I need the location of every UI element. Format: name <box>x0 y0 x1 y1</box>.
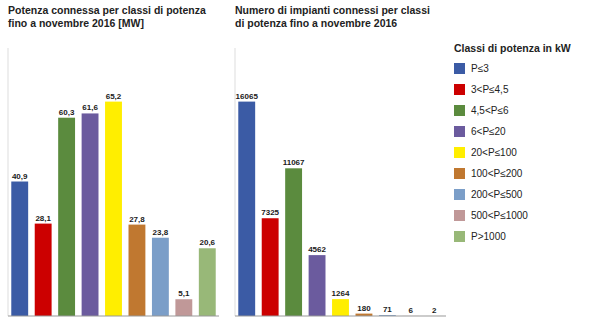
value-axis-line <box>8 48 9 316</box>
bar: 20<P≤100 <box>105 102 122 316</box>
chart-title-line: di potenza fino a novembre 2016 <box>235 17 397 29</box>
data-label: 61,6 <box>82 103 98 112</box>
data-label: 180 <box>357 304 371 313</box>
data-label: 2 <box>432 306 437 315</box>
chart-title: Numero di impianti connessi per classidi… <box>235 4 430 29</box>
data-label: 5,1 <box>178 289 190 298</box>
legend-swatch <box>454 210 465 221</box>
chart-title-line: Numero di impianti connessi per classi <box>235 4 430 16</box>
data-label: 16065 <box>236 92 259 101</box>
bar: 3<P≤4,5 <box>262 218 279 316</box>
legend-entry: P≤3 <box>471 63 489 74</box>
bar: P≤3 <box>238 102 255 316</box>
chart-canvas: Potenza connessa per classi di potenzafi… <box>0 0 600 330</box>
chart-title-line: Potenza connessa per classi di potenza <box>8 4 206 16</box>
legend-swatch <box>454 168 465 179</box>
legend-entry: 100<P≤200 <box>471 168 523 179</box>
data-labels: 16065 7325 11067 4562 1264 180 71 6 2 <box>236 92 437 315</box>
data-labels: 40,9 28,1 60,3 61,6 65,2 27,8 23,8 5,1 20,6 <box>12 92 216 299</box>
data-label: 23,8 <box>153 228 169 237</box>
bar: 20<P≤100 <box>332 299 349 316</box>
legend-entry: 3<P≤4,5 <box>471 84 509 95</box>
chart-title: Potenza connessa per classi di potenzafi… <box>8 4 206 29</box>
baseline <box>235 316 446 317</box>
bar: P≤3 <box>11 182 28 316</box>
legend-entry: 6<P≤20 <box>471 126 506 137</box>
data-label: 20,6 <box>199 238 215 247</box>
bar: 6<P≤20 <box>82 113 99 316</box>
legend-title: Classi di potenza in kW <box>454 42 571 54</box>
bar: 500<P≤1000 <box>175 299 192 316</box>
data-label: 71 <box>383 305 392 314</box>
bar: 100<P≤200 <box>129 225 146 316</box>
legend-swatch <box>454 105 465 116</box>
data-label: 4562 <box>308 245 326 254</box>
legend-swatch <box>454 63 465 74</box>
chart-title-line: fino a novembre 2016 [MW] <box>8 17 144 29</box>
bar-chart: Numero di impianti connessi per classidi… <box>235 4 446 316</box>
legend-swatch <box>454 147 465 158</box>
bar: 6<P≤20 <box>309 255 326 316</box>
legend-swatch <box>454 84 465 95</box>
legend: Classi di potenza in kW P≤3 3<P≤4,5 4,5<P≤6… <box>454 42 571 242</box>
bar: 4,5<P≤6 <box>58 118 75 316</box>
bar: P>1000 <box>199 248 216 316</box>
legend-entry: 500<P≤1000 <box>471 210 528 221</box>
data-label: 65,2 <box>106 92 122 101</box>
data-label: 11067 <box>283 158 305 167</box>
legend-entry: 4,5<P≤6 <box>471 105 509 116</box>
legend-swatch <box>454 231 465 242</box>
data-label: 60,3 <box>59 108 75 117</box>
data-label: 6 <box>409 306 414 315</box>
data-label: 28,1 <box>35 214 51 223</box>
bar-chart: Potenza connessa per classi di potenzafi… <box>8 4 219 316</box>
value-axis-line <box>235 48 236 316</box>
baseline <box>8 316 219 317</box>
legend-entry: 200<P≤500 <box>471 189 523 200</box>
legend-swatch <box>454 189 465 200</box>
bar: 4,5<P≤6 <box>285 168 302 316</box>
data-label: 40,9 <box>12 172 28 181</box>
data-label: 27,8 <box>129 215 145 224</box>
data-label: 1264 <box>332 289 350 298</box>
legend-entry: 20<P≤100 <box>471 147 517 158</box>
bar: 200<P≤500 <box>152 238 169 316</box>
bar: 3<P≤4,5 <box>35 224 52 316</box>
legend-swatch <box>454 126 465 137</box>
legend-entry: P>1000 <box>471 231 506 242</box>
bars: P≤33<P≤4,54,5<P≤66<P≤2020<P≤100100<P≤200… <box>238 102 442 316</box>
data-label: 7325 <box>261 208 279 217</box>
bars: P≤3 3<P≤4,5 4,5<P≤6 6<P≤20 20<P≤100 100<P≤200… <box>11 102 215 316</box>
